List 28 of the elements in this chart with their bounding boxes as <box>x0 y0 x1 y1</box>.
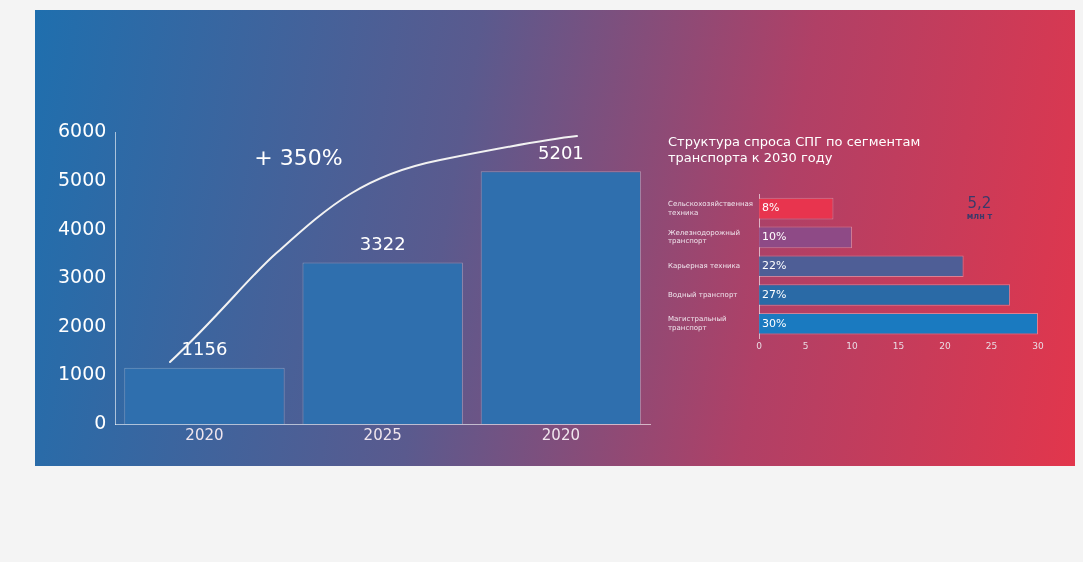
x-tick-label: 15 <box>892 340 905 351</box>
chart-title: Структура спроса СПГ по сегментам транспорта к 2030 году <box>668 134 921 165</box>
y-tick-label: 6000 <box>57 119 107 142</box>
y-tick-label: 5000 <box>57 167 107 190</box>
y-tick-label: 1000 <box>57 362 107 385</box>
data-label: 5201 <box>537 141 584 163</box>
data-label: 1156 <box>181 338 228 360</box>
x-tick-label: 5 <box>802 340 809 351</box>
x-tick-label: 20 <box>939 340 952 351</box>
annotation: млн т <box>966 212 993 222</box>
data-label: 27% <box>762 287 787 301</box>
y-tick-label: 3000 <box>57 265 107 288</box>
annotation: 5,2 <box>967 193 992 212</box>
data-label: 10% <box>762 230 787 244</box>
y-tick-label: 2000 <box>57 313 107 336</box>
x-tick-label: 2020 <box>185 425 224 444</box>
data-label: 22% <box>762 259 787 273</box>
annotation: + 350% <box>254 145 343 171</box>
data-label: 3322 <box>359 233 406 255</box>
x-tick-label: 2025 <box>363 425 402 444</box>
x-tick-label: 10 <box>846 340 859 351</box>
x-tick-label: 25 <box>985 340 998 351</box>
x-tick-label: 30 <box>1032 340 1044 351</box>
y-tick-label: 4000 <box>57 216 107 239</box>
x-tick-label: 0 <box>756 340 763 351</box>
x-tick-label: 2020 <box>541 425 580 444</box>
data-label: 8% <box>762 201 780 215</box>
data-label: 30% <box>762 316 787 330</box>
